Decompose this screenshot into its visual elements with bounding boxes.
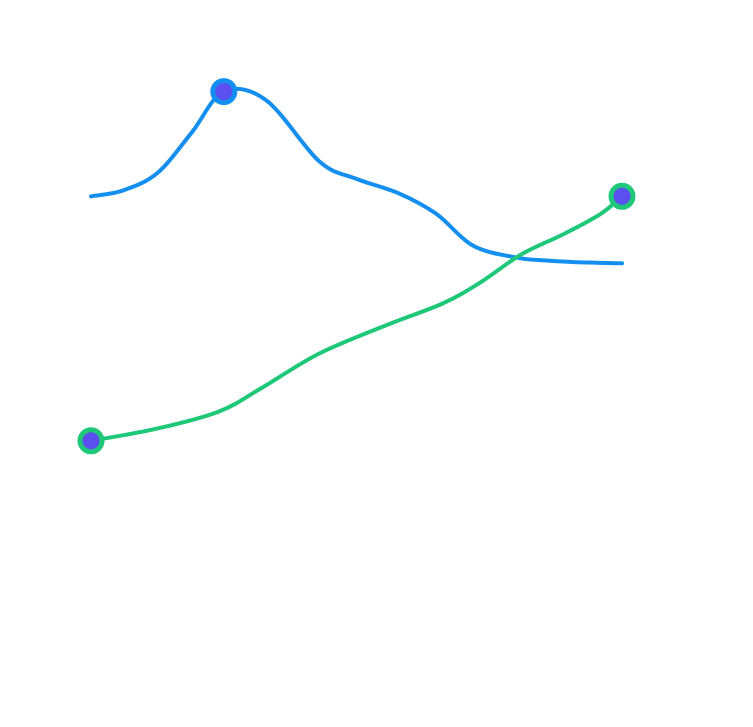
series-2-line — [89, 194, 624, 443]
series-layer — [89, 86, 624, 443]
series-1-line — [89, 86, 624, 266]
series-1-point-4 — [210, 78, 238, 106]
series-2-point-0 — [77, 427, 105, 455]
marker-layer — [77, 78, 636, 455]
series-2-point-11 — [608, 182, 636, 210]
